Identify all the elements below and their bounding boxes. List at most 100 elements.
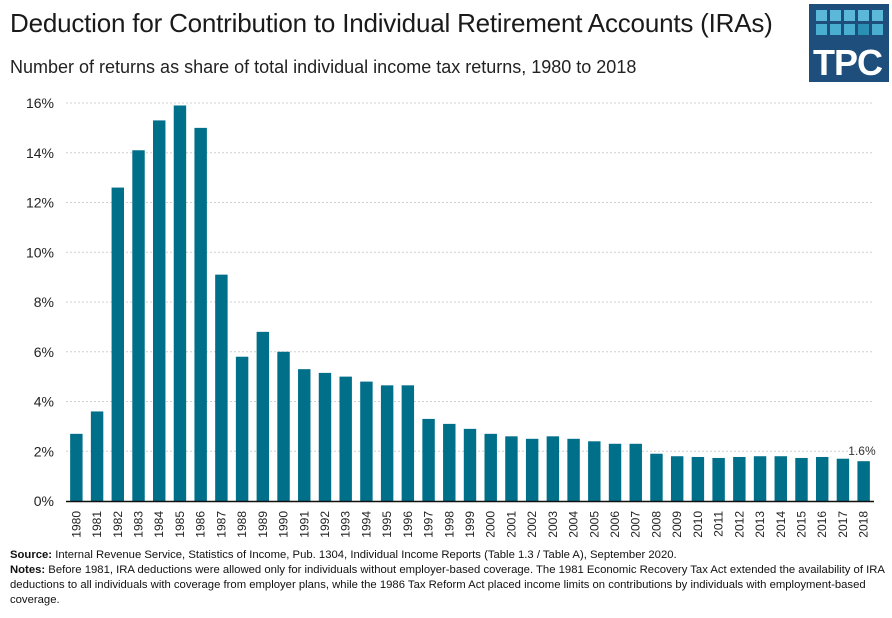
x-tick-label: 2010 — [691, 511, 705, 538]
x-tick-label: 1992 — [318, 511, 332, 538]
bar-2001 — [505, 436, 518, 501]
bar-2006 — [608, 443, 622, 501]
x-tick-label: 1988 — [235, 511, 249, 538]
bar-1998 — [443, 423, 456, 501]
x-tick-label: 2017 — [836, 511, 850, 538]
x-tick-label: 2007 — [629, 511, 643, 538]
bar-1990 — [277, 351, 290, 501]
bar-1986 — [194, 127, 207, 501]
notes-text: Before 1981, IRA deductions were allowed… — [10, 564, 885, 606]
bar-2010 — [691, 456, 705, 501]
bar-1982 — [111, 187, 125, 501]
source-label: Source: — [10, 549, 53, 561]
x-tick-label: 1989 — [256, 511, 270, 538]
bar-2003 — [546, 436, 560, 501]
bar-2009 — [670, 456, 684, 501]
bar-1996 — [401, 385, 415, 501]
logo-square — [844, 24, 855, 35]
y-tick-label: 16% — [26, 95, 54, 111]
bar-2018 — [857, 461, 870, 501]
bar-2017 — [836, 458, 850, 501]
y-tick-label: 10% — [26, 244, 54, 260]
x-tick-label: 2012 — [732, 511, 746, 538]
x-tick-label: 2014 — [774, 511, 788, 538]
x-tick-label: 2013 — [753, 511, 767, 538]
bar-1989 — [256, 331, 270, 501]
logo-square — [830, 24, 841, 35]
bar-1984 — [153, 120, 166, 501]
bar-2008 — [650, 453, 663, 501]
x-tick-label: 2000 — [484, 511, 498, 538]
bar-2015 — [795, 457, 808, 501]
x-tick-label: 1996 — [401, 511, 415, 538]
bar-2000 — [484, 433, 497, 501]
y-tick-label: 12% — [26, 195, 54, 211]
x-tick-label: 1982 — [111, 511, 125, 538]
x-tick-label: 1991 — [297, 511, 311, 538]
chart-subtitle: Number of returns as share of total indi… — [10, 57, 637, 77]
x-tick-label: 2008 — [649, 511, 663, 538]
bar-1980 — [70, 433, 83, 501]
y-tick-label: 6% — [34, 344, 54, 360]
x-tick-label: 2015 — [794, 511, 808, 538]
x-tick-label: 1983 — [132, 511, 146, 538]
x-tick-label: 2016 — [815, 511, 829, 538]
bar-2004 — [567, 438, 580, 501]
bar-1997 — [422, 418, 435, 501]
x-tick-label: 2003 — [546, 511, 560, 538]
bar-1985 — [173, 105, 187, 502]
y-tick-label: 8% — [34, 294, 54, 310]
bar-2011 — [712, 457, 725, 501]
bar-1994 — [360, 381, 373, 501]
x-tick-label: 1995 — [380, 511, 394, 538]
bar-2012 — [733, 456, 746, 501]
bar-2007 — [629, 443, 642, 501]
y-tick-label: 14% — [26, 145, 54, 161]
notes-label: Notes: — [10, 564, 46, 576]
x-tick-label: 1980 — [69, 511, 83, 538]
logo-square — [830, 10, 841, 21]
bar-1988 — [235, 356, 249, 501]
logo-square — [844, 10, 855, 21]
x-tick-label: 2002 — [525, 511, 539, 538]
chart-title: Deduction for Contribution to Individual… — [10, 8, 773, 38]
bar-1987 — [215, 274, 228, 501]
x-tick-label: 1998 — [442, 511, 456, 538]
logo-square — [816, 24, 827, 35]
notes-line: Notes: Before 1981, IRA deductions were … — [10, 563, 885, 608]
bar-2005 — [588, 441, 601, 501]
bar-1981 — [90, 411, 104, 501]
logo-square — [872, 24, 883, 35]
x-tick-label: 2001 — [504, 511, 518, 538]
bar-1991 — [298, 369, 311, 501]
x-tick-label: 2009 — [670, 511, 684, 538]
x-tick-label: 1994 — [359, 511, 373, 538]
logo-square — [858, 24, 869, 35]
bar-1992 — [318, 372, 332, 501]
y-tick-label: 0% — [34, 493, 54, 509]
bar-1983 — [132, 150, 145, 501]
x-tick-label: 1985 — [173, 511, 187, 538]
x-tick-label: 1986 — [194, 511, 208, 538]
bar-1999 — [463, 428, 477, 501]
x-tick-label: 1993 — [339, 511, 353, 538]
x-tick-label: 1984 — [152, 511, 166, 538]
y-tick-label: 4% — [34, 394, 54, 410]
x-tick-label: 1999 — [463, 511, 477, 538]
logo-square — [816, 10, 827, 21]
logo-square — [872, 10, 883, 21]
bar-2014 — [774, 456, 787, 501]
x-tick-label: 2005 — [587, 511, 601, 538]
logo-squares-icon — [816, 10, 883, 35]
bar-2016 — [815, 456, 829, 501]
x-tick-label: 2011 — [712, 511, 726, 537]
bar-1995 — [380, 385, 394, 501]
bar-chart: 0% 2% 4% 6% 8% 10% 12% 14% 16% 1980 1981 1982 1983 19… — [26, 95, 876, 538]
logo-square — [858, 10, 869, 21]
x-tick-label: 1990 — [277, 511, 291, 538]
source-text: Internal Revenue Service, Statistics of … — [52, 549, 677, 561]
tpc-logo: TPC — [809, 4, 889, 83]
x-tick-label: 1981 — [90, 511, 104, 538]
x-tick-label: 2018 — [857, 511, 871, 538]
x-tick-label: 2006 — [608, 511, 622, 538]
